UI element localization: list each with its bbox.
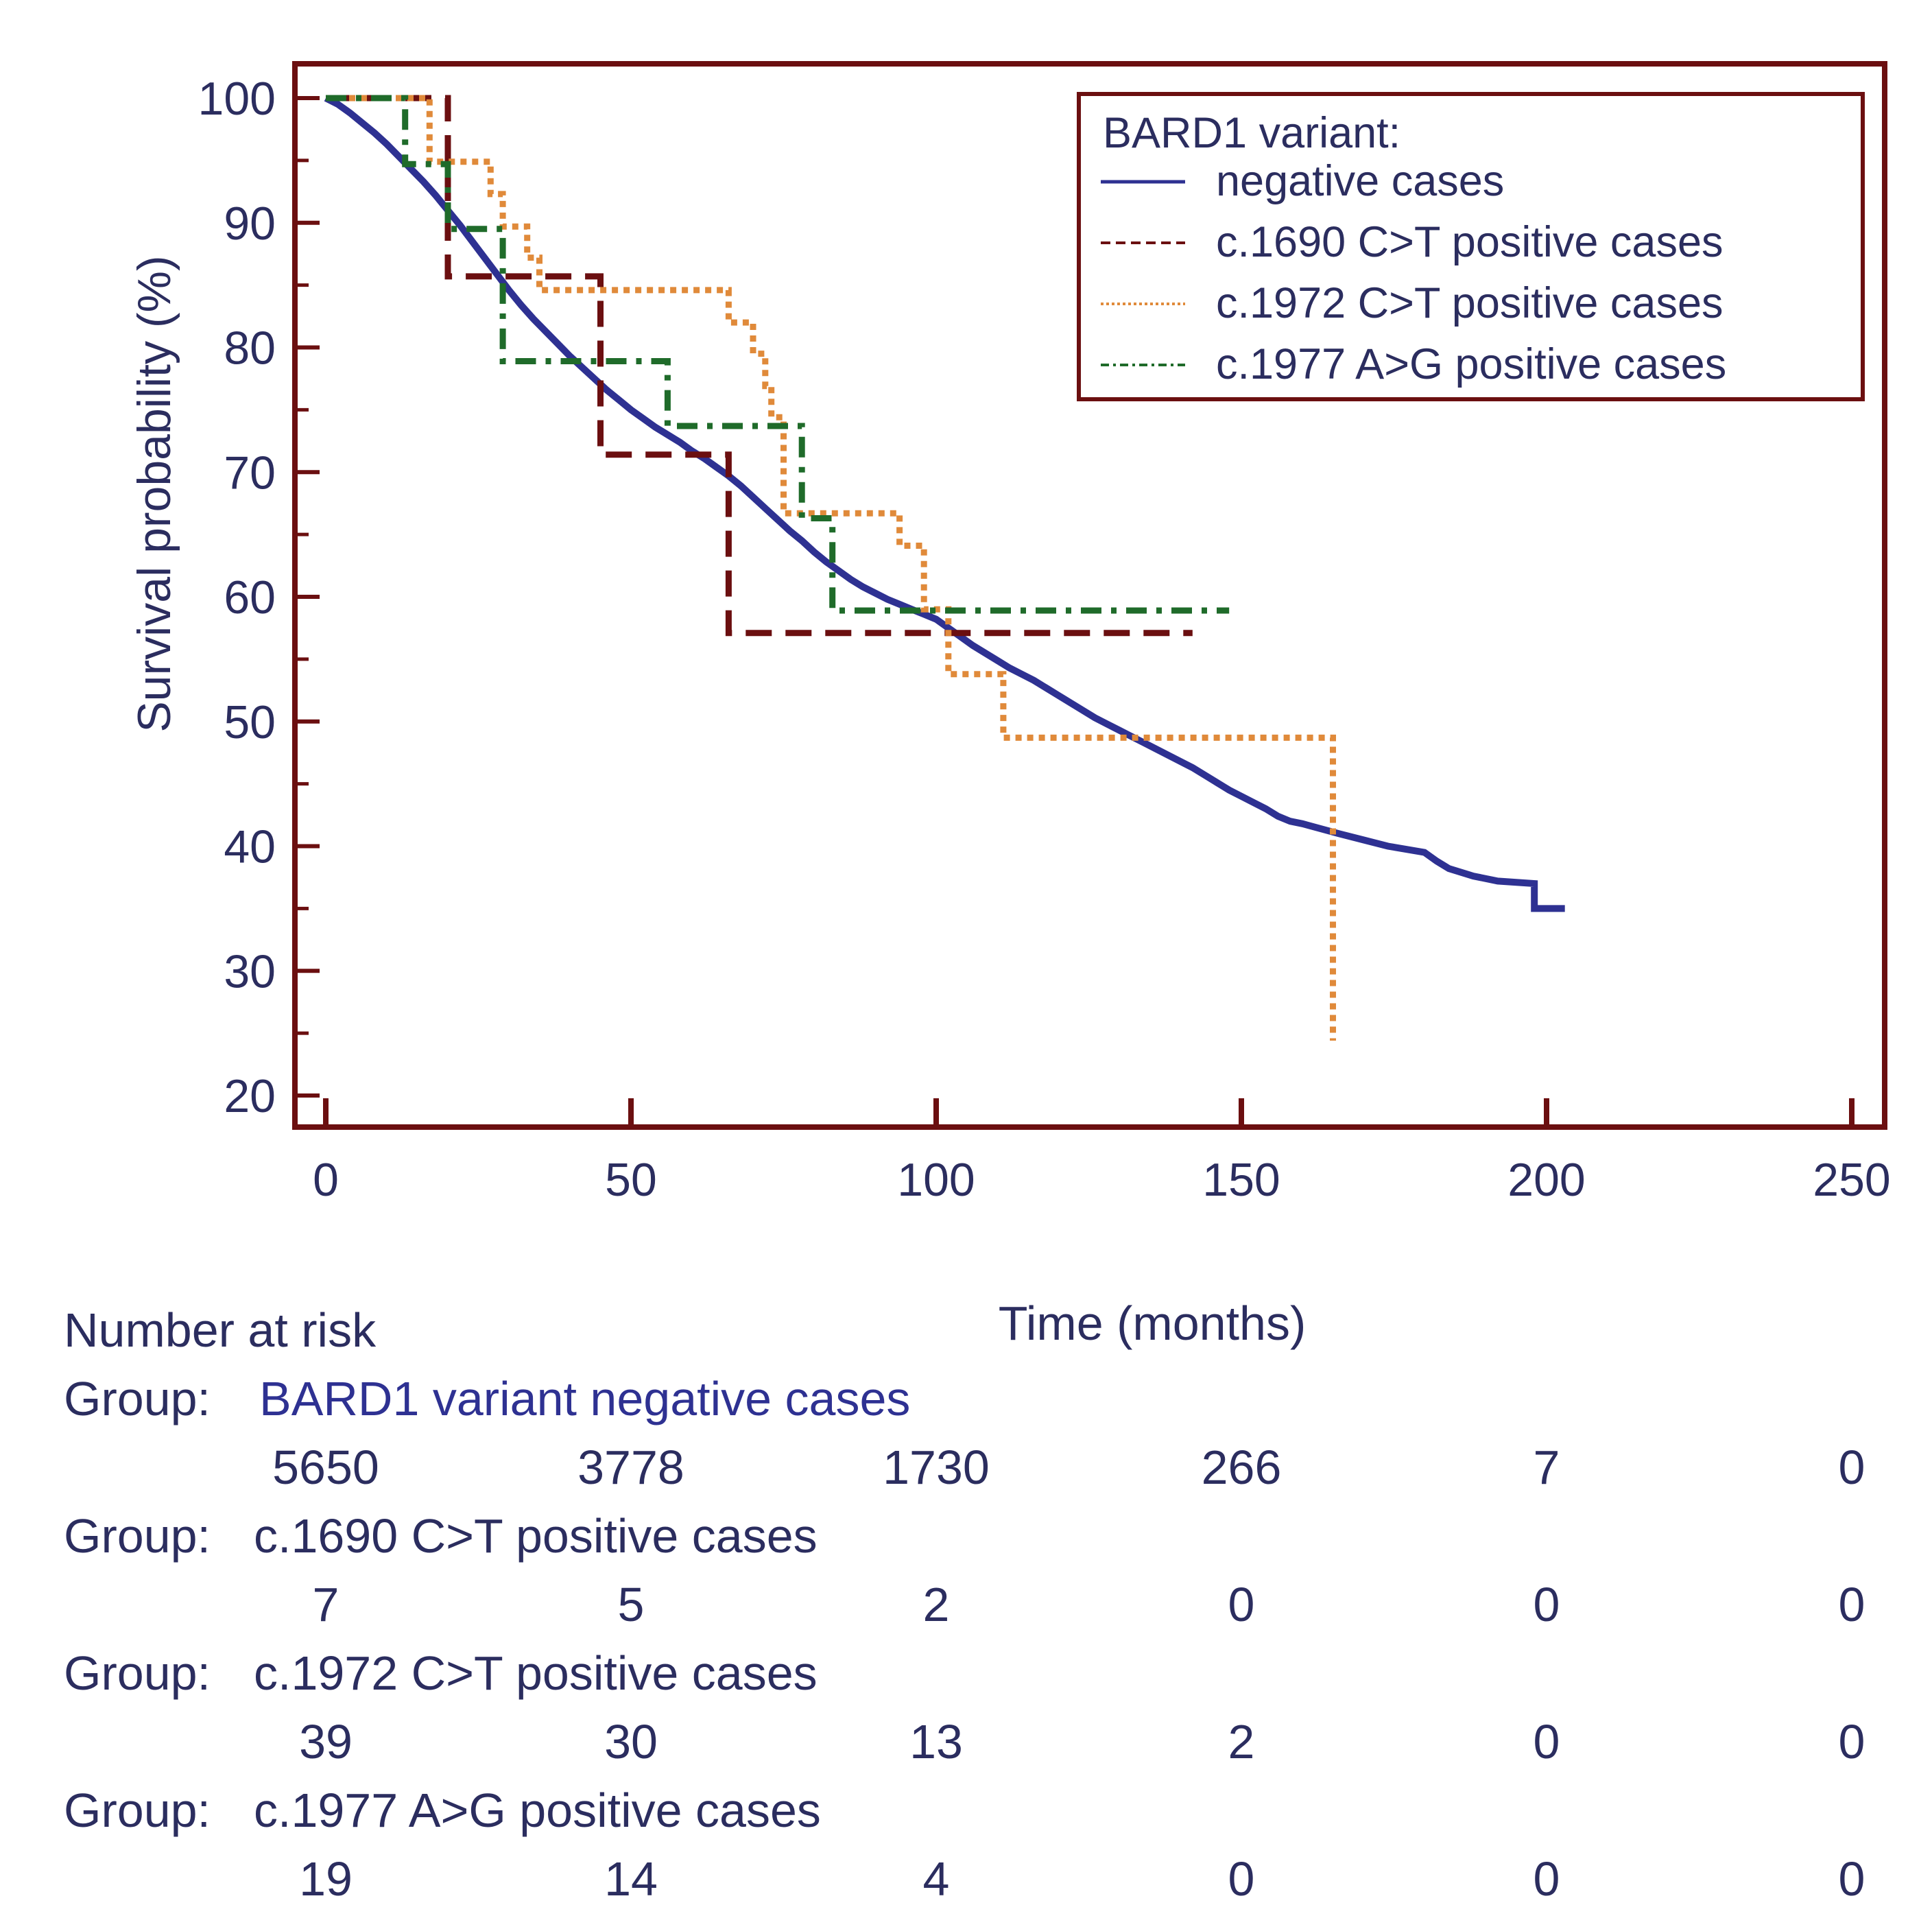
risk-count: 0 bbox=[1839, 1578, 1865, 1631]
series-line-2 bbox=[326, 95, 1193, 637]
legend-label-2: c.1690 C>T positive cases bbox=[1216, 218, 1723, 266]
y-tick-label: 60 bbox=[224, 571, 276, 624]
y-tick-label: 50 bbox=[224, 696, 276, 748]
x-tick-label: 50 bbox=[605, 1154, 657, 1206]
legend-label-4: c.1977 A>G positive cases bbox=[1216, 340, 1726, 388]
y-tick-label: 70 bbox=[224, 447, 276, 499]
legend-title: BARD1 variant: bbox=[1103, 109, 1400, 157]
x-tick-label: 100 bbox=[897, 1154, 975, 1206]
risk-count: 0 bbox=[1534, 1715, 1560, 1768]
risk-count: 5 bbox=[618, 1578, 645, 1631]
risk-count: 266 bbox=[1202, 1441, 1282, 1494]
y-tick-label: 100 bbox=[198, 73, 276, 125]
risk-count: 19 bbox=[299, 1852, 353, 1906]
number-at-risk-title: Number at risk bbox=[64, 1303, 377, 1357]
series-line-4 bbox=[326, 95, 1230, 614]
risk-count: 2 bbox=[923, 1578, 950, 1631]
y-axis-ticks: 20 30 40 50 60 70 80 90 100 bbox=[198, 73, 320, 1122]
risk-count: 0 bbox=[1534, 1852, 1560, 1906]
risk-count: 13 bbox=[909, 1715, 963, 1768]
risk-count: 39 bbox=[299, 1715, 353, 1768]
risk-count: 0 bbox=[1228, 1852, 1255, 1906]
series-line-1 bbox=[324, 95, 1565, 912]
legend-label-1: negative cases bbox=[1216, 157, 1504, 205]
y-tick-label: 30 bbox=[224, 945, 276, 997]
risk-count: 2 bbox=[1228, 1715, 1255, 1768]
risk-count: 30 bbox=[604, 1715, 658, 1768]
risk-count: 7 bbox=[313, 1578, 339, 1631]
risk-count: 0 bbox=[1839, 1441, 1865, 1494]
x-tick-label: 150 bbox=[1202, 1154, 1280, 1206]
risk-count: 0 bbox=[1228, 1578, 1255, 1631]
x-tick-label: 0 bbox=[313, 1154, 339, 1206]
legend-box bbox=[1077, 92, 1865, 401]
x-axis-ticks: 0 50 100 150 200 250 bbox=[313, 1098, 1891, 1206]
risk-group-name-4: c.1977 A>G positive cases bbox=[254, 1784, 821, 1837]
x-axis-title: Time (months) bbox=[999, 1297, 1307, 1350]
y-tick-label: 80 bbox=[224, 322, 276, 375]
legend: BARD1 variant: negative cases c.1690 C>T … bbox=[1077, 92, 1865, 401]
risk-count: 1730 bbox=[883, 1441, 990, 1494]
legend-label-3: c.1972 C>T positive cases bbox=[1216, 279, 1723, 327]
y-tick-label: 20 bbox=[224, 1070, 276, 1122]
risk-group-prefix: Group: bbox=[64, 1509, 211, 1563]
risk-group-name-1: BARD1 variant negative cases bbox=[259, 1372, 910, 1425]
y-tick-label: 40 bbox=[224, 821, 276, 873]
risk-count: 0 bbox=[1534, 1578, 1560, 1631]
risk-group-prefix: Group: bbox=[64, 1784, 211, 1837]
risk-count: 14 bbox=[604, 1852, 658, 1906]
risk-count: 0 bbox=[1839, 1852, 1865, 1906]
risk-count: 5650 bbox=[272, 1441, 379, 1494]
x-tick-label: 200 bbox=[1507, 1154, 1585, 1206]
risk-group-prefix: Group: bbox=[64, 1646, 211, 1700]
y-tick-label: 90 bbox=[224, 198, 276, 250]
risk-count: 3778 bbox=[577, 1441, 684, 1494]
risk-count: 0 bbox=[1839, 1715, 1865, 1768]
risk-count: 7 bbox=[1534, 1441, 1560, 1494]
risk-group-name-2: c.1690 C>T positive cases bbox=[254, 1509, 818, 1563]
y-axis-title: Survival probability (%) bbox=[128, 255, 180, 732]
risk-count: 4 bbox=[923, 1852, 950, 1906]
series-lines bbox=[324, 95, 1565, 1041]
risk-group-prefix: Group: bbox=[64, 1372, 211, 1425]
number-at-risk-table: Group: BARD1 variant negative cases 5650 37… bbox=[64, 1372, 1865, 1906]
risk-group-name-3: c.1972 C>T positive cases bbox=[254, 1646, 818, 1700]
x-tick-label: 250 bbox=[1813, 1154, 1890, 1206]
